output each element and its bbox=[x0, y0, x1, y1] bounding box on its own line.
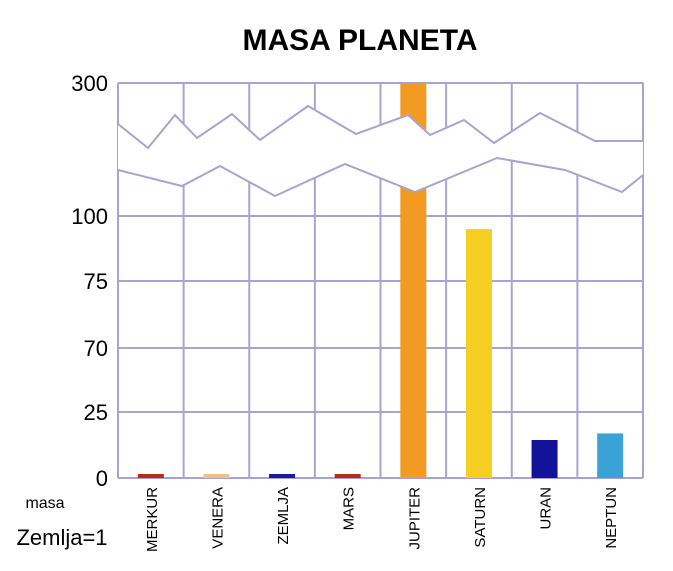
y-tick-label: 0 bbox=[96, 466, 108, 491]
chart-title: MASA PLANETA bbox=[243, 24, 478, 57]
bar-venera bbox=[203, 474, 230, 478]
x-tick-labels: MERKUR VENERA ZEMLJA MARS JUPITER SATURN URAN N… bbox=[144, 487, 620, 552]
bar-uran bbox=[531, 440, 558, 478]
x-tick-label: SATURN bbox=[472, 487, 489, 548]
x-tick-label: MARS bbox=[341, 487, 358, 530]
axis-break bbox=[117, 104, 644, 198]
x-tick-label: MERKUR bbox=[144, 487, 161, 552]
bar-zemlja bbox=[269, 474, 296, 478]
axis-break-upper-edge bbox=[117, 104, 643, 150]
x-tick-label: URAN bbox=[538, 487, 555, 530]
bar-neptun bbox=[597, 433, 624, 478]
x-tick-label: JUPITER bbox=[406, 487, 423, 550]
bar-saturn bbox=[465, 229, 492, 478]
y-unit-label-line2: Zemlja=1 bbox=[16, 525, 107, 550]
bar-mars bbox=[334, 474, 361, 478]
y-tick-label: 100 bbox=[71, 204, 108, 229]
axis-break-gap bbox=[118, 106, 643, 196]
y-tick-label: 75 bbox=[84, 269, 108, 294]
y-tick-labels: 0 25 70 75 100 300 bbox=[71, 71, 108, 491]
x-tick-label: VENERA bbox=[209, 487, 226, 549]
axis-break-lower-edge bbox=[117, 156, 644, 198]
y-unit-label-line1: masa bbox=[25, 495, 64, 512]
x-tick-label: NEPTUN bbox=[603, 487, 620, 549]
y-tick-label: 25 bbox=[84, 400, 108, 425]
x-tick-label: ZEMLJA bbox=[275, 487, 292, 545]
y-tick-label: 300 bbox=[71, 71, 108, 96]
bar-merkur bbox=[137, 474, 164, 478]
y-tick-label: 70 bbox=[84, 336, 108, 361]
